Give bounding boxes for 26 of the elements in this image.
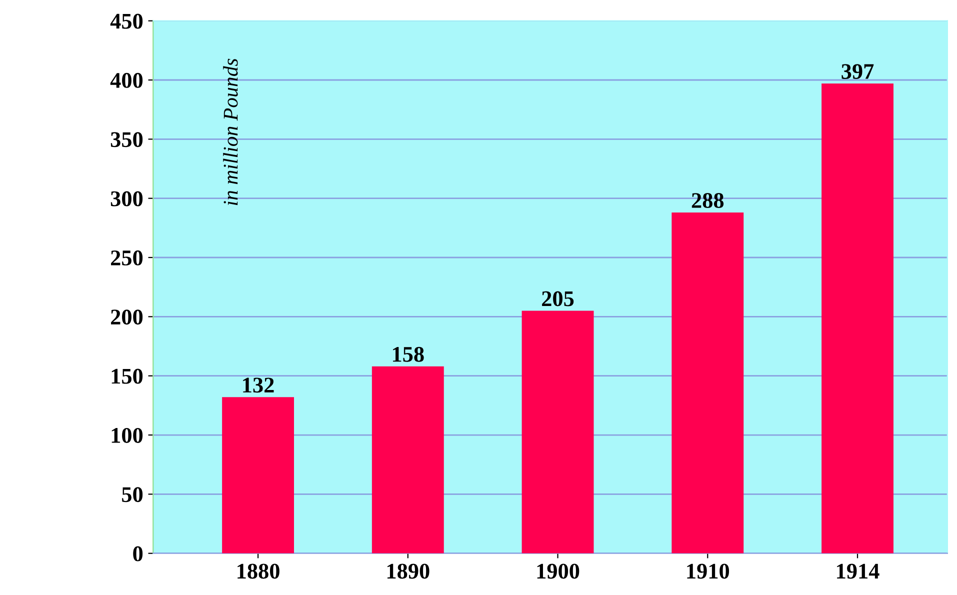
data-label: 288 [692,193,724,208]
data-label: 397 [842,64,874,80]
y-tick-label: 350 [110,132,143,148]
x-tick-label: 1890 [387,564,430,579]
y-tick-label: 450 [110,14,143,29]
y-tick-label: 300 [110,191,143,206]
y-tick-label: 150 [112,368,143,384]
data-label: 205 [542,291,574,306]
x-tick-label: 1880 [238,564,280,579]
x-tick-label: 1900 [537,564,580,579]
y-tick-label: 200 [111,310,143,325]
y-tick-label: 0 [133,546,143,562]
y-tick-label: 400 [110,72,143,88]
data-label: 132 [243,378,274,393]
x-tick-label: 1914 [837,564,880,579]
bar [672,212,744,554]
y-tick-label: 250 [111,250,143,266]
bar [222,397,294,554]
y-axis-title: in million Pounds [223,58,238,206]
bar [522,310,594,554]
y-tick-label: 100 [112,428,143,443]
y-tick-label: 50 [122,487,143,502]
bar [372,366,444,554]
bar [822,84,894,554]
x-tick-label: 1910 [687,564,730,579]
data-label: 158 [393,346,424,362]
